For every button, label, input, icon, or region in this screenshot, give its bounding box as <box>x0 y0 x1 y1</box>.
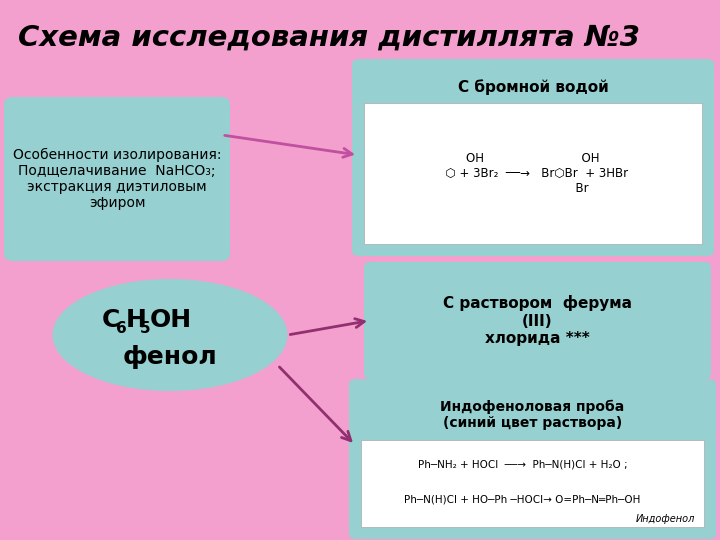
Text: С бромной водой: С бромной водой <box>458 79 608 95</box>
FancyBboxPatch shape <box>4 97 230 261</box>
Text: OH: OH <box>150 308 192 332</box>
Text: OH                          OH
  ⬡ + 3Br₂  ──→   Br⬡Br  + 3HBr
                 : OH OH ⬡ + 3Br₂ ──→ Br⬡Br + 3HBr <box>438 152 628 195</box>
Text: Ph─N(H)Cl + HO─Ph ─HOCl→ O=Ph─N═Ph─OH: Ph─N(H)Cl + HO─Ph ─HOCl→ O=Ph─N═Ph─OH <box>405 494 641 504</box>
Text: Особенности изолирования:
Подщелачивание  NaHCO₃;
экстракция диэтиловым
эфиром: Особенности изолирования: Подщелачивание… <box>13 147 221 211</box>
FancyBboxPatch shape <box>364 103 702 244</box>
Text: Схема исследования дистиллята №3: Схема исследования дистиллята №3 <box>18 24 640 52</box>
Text: H: H <box>126 308 147 332</box>
FancyBboxPatch shape <box>349 379 716 539</box>
Text: Индофеноловая проба
(синий цвет раствора): Индофеноловая проба (синий цвет раствора… <box>441 400 625 430</box>
FancyBboxPatch shape <box>364 262 711 379</box>
Text: 5: 5 <box>140 321 150 336</box>
Text: фенол: фенол <box>122 345 217 369</box>
Text: Ph─NH₂ + HOCl  ──→  Ph─N(H)Cl + H₂O ;: Ph─NH₂ + HOCl ──→ Ph─N(H)Cl + H₂O ; <box>418 460 627 469</box>
Text: С раствором  ферума
(III)
хлорида ***: С раствором ферума (III) хлорида *** <box>443 295 632 346</box>
FancyBboxPatch shape <box>361 440 704 527</box>
FancyBboxPatch shape <box>352 59 714 256</box>
Text: Индофенол: Индофенол <box>635 514 695 524</box>
Text: 6: 6 <box>116 321 127 336</box>
Ellipse shape <box>53 279 287 391</box>
Text: C: C <box>102 308 120 332</box>
